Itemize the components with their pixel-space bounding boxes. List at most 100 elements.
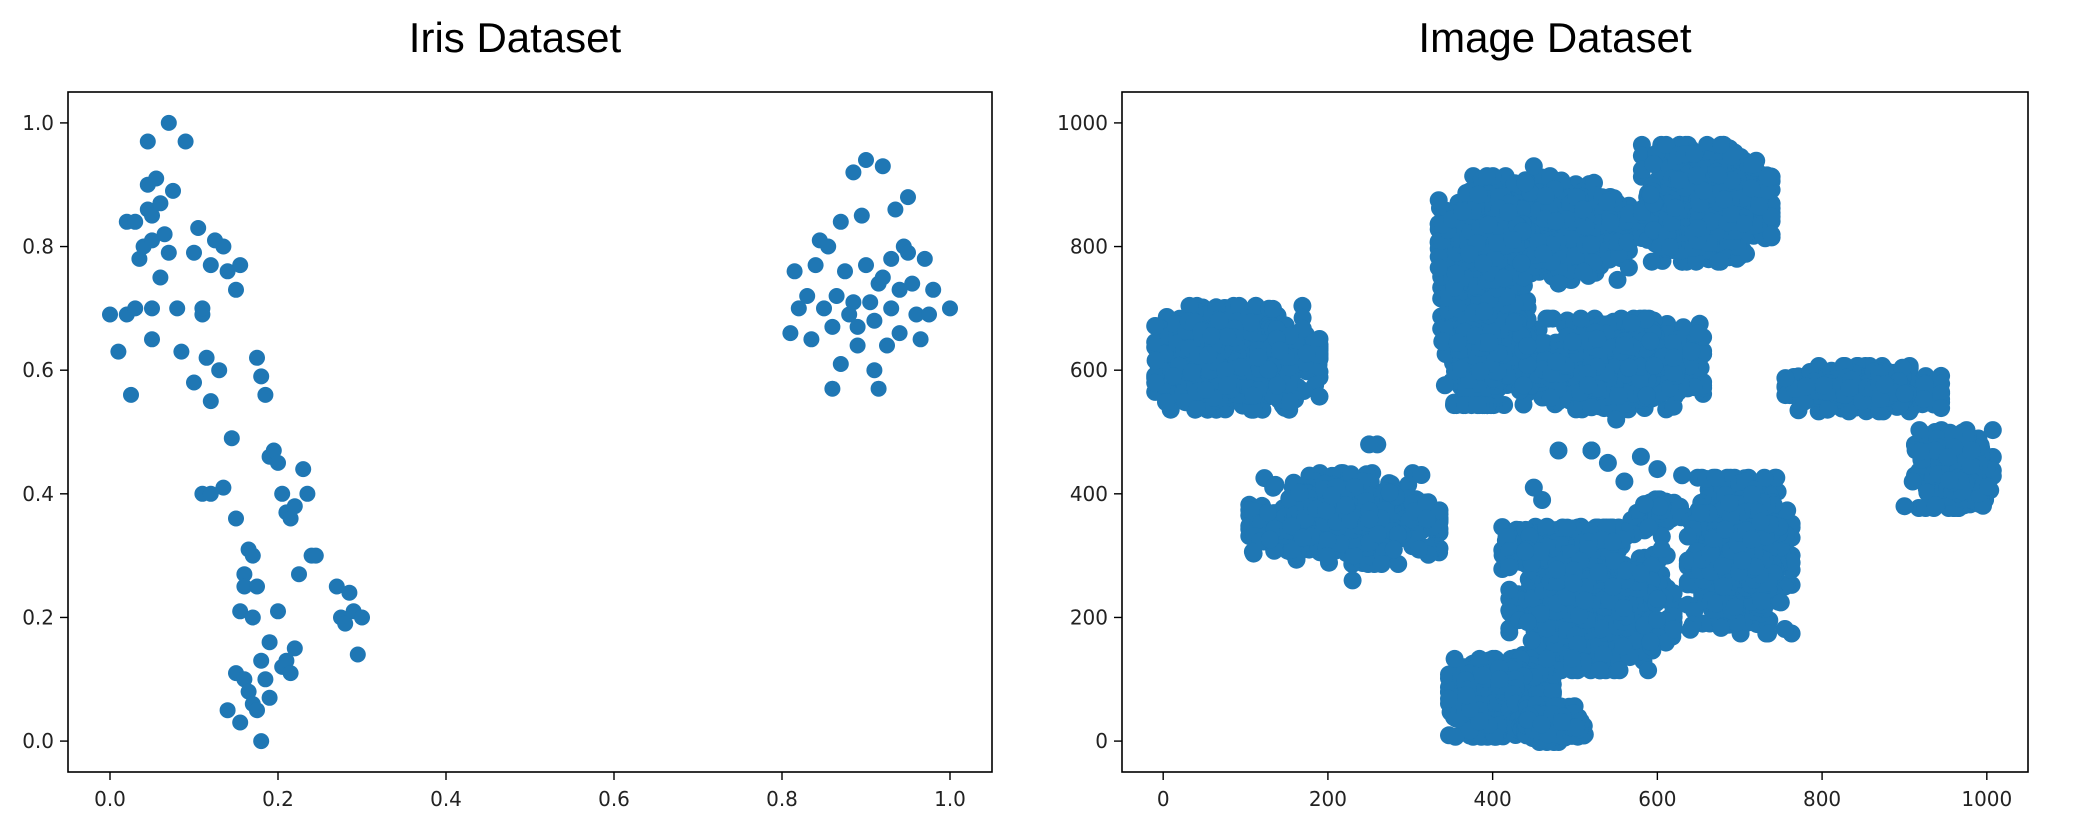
data-point bbox=[1752, 592, 1771, 611]
data-point bbox=[1522, 631, 1541, 650]
data-point bbox=[198, 349, 215, 366]
x-tick-label: 0.4 bbox=[430, 787, 462, 811]
data-point bbox=[278, 652, 295, 669]
data-point bbox=[858, 152, 874, 168]
data-point bbox=[236, 566, 253, 583]
data-point bbox=[879, 337, 895, 354]
data-point bbox=[152, 269, 169, 286]
data-point bbox=[841, 306, 858, 323]
data-point bbox=[820, 238, 837, 255]
data-point bbox=[186, 374, 202, 391]
data-point bbox=[849, 318, 866, 335]
data-point bbox=[1473, 666, 1492, 685]
data-point bbox=[1547, 560, 1566, 579]
x-tick-label: 0.0 bbox=[94, 787, 126, 811]
data-point bbox=[1157, 393, 1175, 412]
data-point bbox=[1678, 527, 1697, 546]
data-point bbox=[1266, 475, 1285, 494]
data-point bbox=[1603, 532, 1622, 551]
data-point bbox=[186, 244, 202, 261]
data-point bbox=[1187, 399, 1206, 418]
data-point bbox=[1500, 558, 1519, 577]
data-point bbox=[874, 158, 891, 175]
data-point bbox=[156, 226, 173, 243]
y-tick-label: 0.2 bbox=[22, 605, 54, 629]
data-point bbox=[1297, 344, 1316, 363]
data-point bbox=[1218, 376, 1237, 395]
data-point bbox=[152, 195, 169, 212]
data-point bbox=[824, 318, 841, 335]
data-point bbox=[1716, 520, 1735, 539]
data-point bbox=[816, 300, 832, 317]
data-point bbox=[354, 609, 370, 626]
data-point bbox=[1202, 327, 1221, 345]
data-point bbox=[236, 671, 253, 688]
data-point bbox=[244, 547, 261, 564]
data-point bbox=[1518, 613, 1537, 632]
x-tick-label: 0.8 bbox=[766, 787, 798, 811]
data-point bbox=[1563, 649, 1582, 668]
data-point bbox=[1712, 618, 1730, 637]
y-tick-label: 0.6 bbox=[22, 358, 54, 382]
data-point bbox=[257, 386, 274, 403]
data-point bbox=[1589, 563, 1608, 581]
data-point bbox=[845, 164, 862, 181]
data-point bbox=[916, 250, 933, 267]
x-tick-label: 0.2 bbox=[262, 787, 294, 811]
data-point bbox=[1648, 610, 1666, 629]
data-point bbox=[1249, 348, 1268, 367]
data-point bbox=[169, 300, 186, 317]
data-point bbox=[912, 331, 929, 348]
data-point bbox=[874, 269, 891, 286]
data-point bbox=[253, 733, 270, 750]
data-point bbox=[1552, 713, 1571, 731]
x-tick-label: 1.0 bbox=[934, 787, 966, 811]
data-point bbox=[219, 702, 236, 719]
data-point bbox=[215, 479, 232, 496]
data-point bbox=[904, 275, 921, 292]
data-point bbox=[337, 615, 354, 632]
data-point bbox=[349, 646, 366, 663]
data-point bbox=[1639, 518, 1658, 537]
data-point bbox=[1164, 367, 1183, 386]
data-point bbox=[144, 331, 160, 348]
data-point bbox=[257, 671, 274, 688]
data-point bbox=[177, 133, 194, 150]
data-point bbox=[790, 300, 807, 317]
y-tick-label: 0.8 bbox=[22, 235, 54, 259]
data-point bbox=[1500, 580, 1519, 599]
data-point bbox=[1259, 503, 1277, 522]
data-point bbox=[127, 300, 144, 317]
data-point bbox=[824, 380, 841, 397]
data-point bbox=[341, 584, 358, 601]
data-point bbox=[1664, 620, 1683, 639]
data-point bbox=[131, 250, 148, 267]
data-point bbox=[1532, 715, 1551, 734]
data-point bbox=[925, 281, 942, 298]
data-point bbox=[144, 300, 160, 317]
data-point bbox=[228, 281, 244, 298]
data-point bbox=[858, 257, 874, 274]
data-point bbox=[866, 312, 883, 329]
data-point bbox=[1516, 542, 1535, 561]
data-point bbox=[1706, 468, 1725, 487]
data-point bbox=[249, 702, 265, 719]
data-point bbox=[900, 244, 916, 261]
data-point bbox=[1742, 530, 1761, 549]
data-point bbox=[1564, 574, 1583, 593]
data-point bbox=[1614, 599, 1633, 617]
image-chart-title: Image Dataset bbox=[1418, 14, 1692, 61]
data-point bbox=[165, 182, 181, 199]
data-point bbox=[249, 349, 265, 366]
data-point bbox=[1617, 561, 1635, 580]
data-point bbox=[299, 485, 316, 502]
data-point bbox=[282, 665, 299, 682]
data-point bbox=[845, 294, 862, 311]
data-point bbox=[921, 306, 937, 323]
data-point bbox=[1725, 597, 1744, 616]
data-point bbox=[883, 250, 900, 267]
data-point bbox=[1531, 542, 1550, 561]
data-point bbox=[228, 510, 244, 527]
data-point bbox=[807, 257, 824, 274]
data-point bbox=[144, 232, 160, 249]
